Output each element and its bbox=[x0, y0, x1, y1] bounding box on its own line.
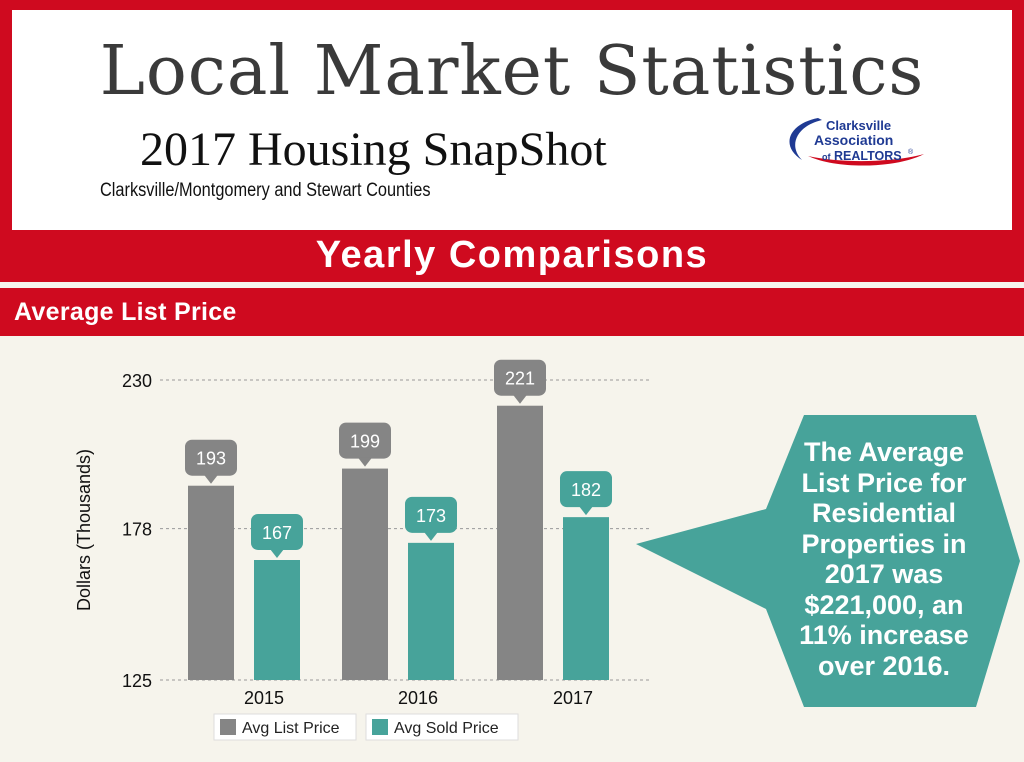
bar-list-2016 bbox=[342, 468, 388, 680]
callout-shape bbox=[636, 415, 1020, 707]
data-label-bubble bbox=[185, 439, 237, 476]
y-tick-label: 230 bbox=[122, 371, 152, 391]
data-label-pointer bbox=[424, 531, 438, 541]
callout-line: Residential bbox=[811, 498, 957, 528]
bar-sold-2017 bbox=[563, 517, 609, 680]
x-tick-label: 2015 bbox=[244, 688, 284, 708]
data-label-bubble bbox=[494, 359, 546, 396]
logo-line3-prefix: of bbox=[822, 152, 831, 162]
data-label-bubble bbox=[339, 422, 391, 459]
callout-line: 2017 was bbox=[824, 559, 944, 589]
callout-bubble: The Average List Price for Residential Prop… bbox=[636, 413, 1020, 709]
logo-line2: Association bbox=[814, 132, 893, 148]
page-subtitle: 2017 Housing SnapShot bbox=[140, 123, 607, 176]
callout-line: 11% increase bbox=[799, 620, 969, 650]
section-heading: Average List Price bbox=[14, 298, 237, 326]
legend-swatch bbox=[220, 719, 236, 735]
data-label: 167 bbox=[262, 523, 292, 543]
legend-label: Avg Sold Price bbox=[394, 720, 499, 737]
callout-line: $221,000, an bbox=[804, 589, 964, 620]
legend-item bbox=[213, 713, 357, 741]
bar-sold-2015 bbox=[254, 560, 300, 680]
bar-sold-2016 bbox=[408, 542, 454, 680]
legend-item bbox=[365, 713, 519, 741]
data-label-bubble bbox=[251, 514, 303, 550]
data-label-pointer bbox=[579, 506, 593, 516]
data-label-pointer bbox=[270, 549, 284, 558]
data-label-pointer bbox=[513, 394, 527, 404]
data-label-pointer bbox=[204, 474, 218, 484]
legend-swatch bbox=[372, 719, 388, 735]
y-tick-label: 125 bbox=[122, 671, 152, 691]
page-title: Local Market Statistics bbox=[99, 32, 925, 111]
logo-line1: Clarksville bbox=[826, 118, 891, 133]
callout-line: The Average bbox=[803, 437, 965, 467]
data-label: 221 bbox=[505, 369, 535, 389]
data-label-bubble bbox=[405, 496, 457, 533]
x-tick-label: 2016 bbox=[398, 688, 438, 708]
bar-chart: 125 178 230 193 167 2015 199 173 2016 221 182 2017… bbox=[74, 359, 652, 741]
data-label-bubble bbox=[560, 471, 612, 508]
region-label: Clarksville/Montgomery and Stewart Count… bbox=[100, 180, 431, 201]
bar-list-2017 bbox=[497, 405, 543, 680]
legend-label: Avg List Price bbox=[242, 720, 340, 737]
logo-line3: REALTORS bbox=[834, 149, 902, 163]
realtors-logo: Clarksville Association of REALTORS ® bbox=[778, 110, 928, 172]
yearly-comparisons-heading: Yearly Comparisons bbox=[315, 234, 709, 276]
x-tick-label: 2017 bbox=[553, 688, 593, 708]
callout-line: Properties in bbox=[801, 528, 967, 559]
data-label: 182 bbox=[571, 480, 601, 500]
data-label: 199 bbox=[350, 432, 380, 452]
y-tick-label: 178 bbox=[122, 520, 152, 540]
realtors-logo-mark: Clarksville Association of REALTORS ® bbox=[789, 118, 924, 166]
header-panel: Local Market Statistics 2017 Housing Sna… bbox=[12, 10, 1012, 230]
callout-text: The Average List Price for Residential Prop… bbox=[768, 437, 1000, 681]
bar-list-2015 bbox=[188, 485, 234, 680]
data-label: 193 bbox=[196, 449, 226, 469]
data-label-pointer bbox=[358, 457, 372, 467]
divider bbox=[0, 282, 1024, 288]
y-axis-label: Dollars (Thousands) bbox=[74, 449, 94, 611]
callout-line: over 2016. bbox=[817, 650, 951, 681]
data-label: 173 bbox=[416, 506, 446, 526]
callout-line: List Price for bbox=[801, 467, 967, 498]
logo-registered-mark: ® bbox=[908, 148, 914, 156]
